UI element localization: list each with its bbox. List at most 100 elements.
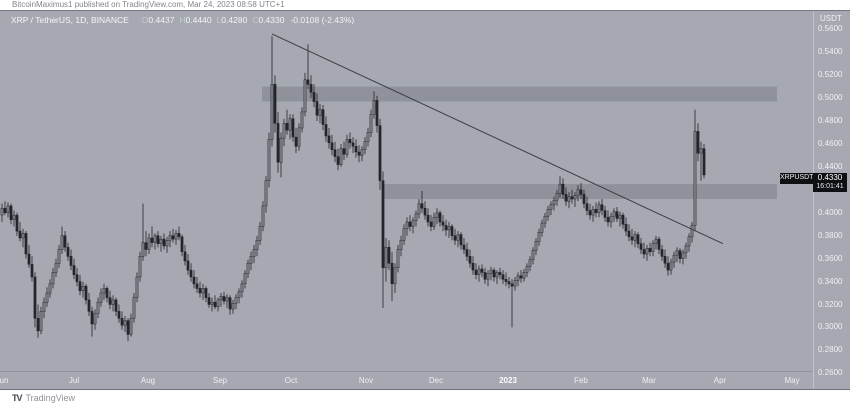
candle [297,123,301,151]
chart-legend[interactable]: XRP / TetherUS, 1D, BINANCE O0.4437 H0.444… [11,15,354,26]
last-price-label: 0.4330 16:01:41 [813,173,847,192]
candle [453,228,457,245]
candle [624,217,628,236]
candle [576,185,580,202]
candle [357,145,361,163]
candle [474,263,478,280]
candle [252,244,256,264]
candle [0,203,4,222]
candle [348,132,352,149]
candle [687,233,691,252]
candle [234,294,238,310]
attribution-text: BitcoinMaximus1 published on TradingView… [12,0,285,9]
candle [420,191,424,213]
candle [186,254,190,275]
candle [672,251,676,268]
candle [441,215,445,232]
month-label: Mar [642,376,656,385]
tradingview-logo-text[interactable]: TradingView [25,392,76,403]
candle [546,205,550,221]
candle [495,270,499,284]
candle [582,189,586,209]
descending-trendline[interactable] [271,33,724,245]
month-label: May [784,376,800,385]
candle [633,231,637,248]
candle [432,212,436,230]
candle [69,249,73,271]
last-price-symbol-tag: XRPUSDT [780,173,813,184]
candle [324,116,328,142]
candle [642,242,646,259]
candle [24,231,28,259]
legend-change-value: -0.0108 (-2.43%) [290,15,355,25]
candle [102,283,106,300]
candle [171,228,175,243]
candle [183,244,187,266]
legend-symbol[interactable]: XRP / TetherUS, 1D, BINANCE [11,15,129,25]
candle [543,212,547,228]
candle [384,238,388,282]
price-tick-label: 0.3200 [818,299,843,309]
candle [228,295,232,315]
candle [162,233,166,250]
candle [564,187,568,206]
candle [156,231,160,248]
candle [267,132,271,188]
price-tick-label: 0.5400 [818,47,843,57]
candle [42,297,46,319]
candle [666,256,670,276]
candlestick-chart[interactable] [0,11,850,390]
candle [429,215,433,232]
candle [279,132,283,178]
candle [60,226,64,254]
candle [600,199,604,216]
candle [465,242,469,261]
candle [459,232,463,250]
candle [276,111,280,173]
candles-series [0,36,706,342]
candle [423,201,427,220]
candle [591,205,595,222]
candle [372,91,376,119]
candle [693,109,697,232]
candle [75,267,79,287]
chart-pane[interactable]: XRP / TetherUS, 1D, BINANCE O0.4437 H0.444… [0,10,850,390]
candle [603,205,607,222]
candle [612,208,616,222]
candle [468,249,472,268]
candle [120,311,124,330]
candle [699,141,703,181]
upper-supply-zone[interactable] [262,86,777,102]
candle [393,263,397,293]
candle [261,201,265,232]
month-label: Apr [713,376,727,385]
candle [597,201,601,218]
candle [519,270,523,283]
candle [588,203,592,220]
candle [282,118,286,147]
candle [312,84,316,108]
candle [48,279,52,298]
candle [336,148,340,171]
tradingview-logo-icon[interactable]: TV [12,392,22,403]
candle [150,226,154,248]
candle [288,114,292,140]
candle [669,258,673,275]
candle [246,259,250,279]
candle [309,75,313,99]
candle [456,231,460,248]
candle [537,228,541,246]
candle [192,270,196,289]
candle [147,233,151,254]
candle [111,295,115,312]
month-label: Dec [428,376,444,385]
candle [174,230,178,245]
candle [558,176,562,198]
candle [159,235,163,252]
candle [129,313,133,337]
candle [492,267,496,282]
price-tick-label: 0.5000 [818,93,843,103]
candle [54,258,58,277]
candle [144,231,148,257]
